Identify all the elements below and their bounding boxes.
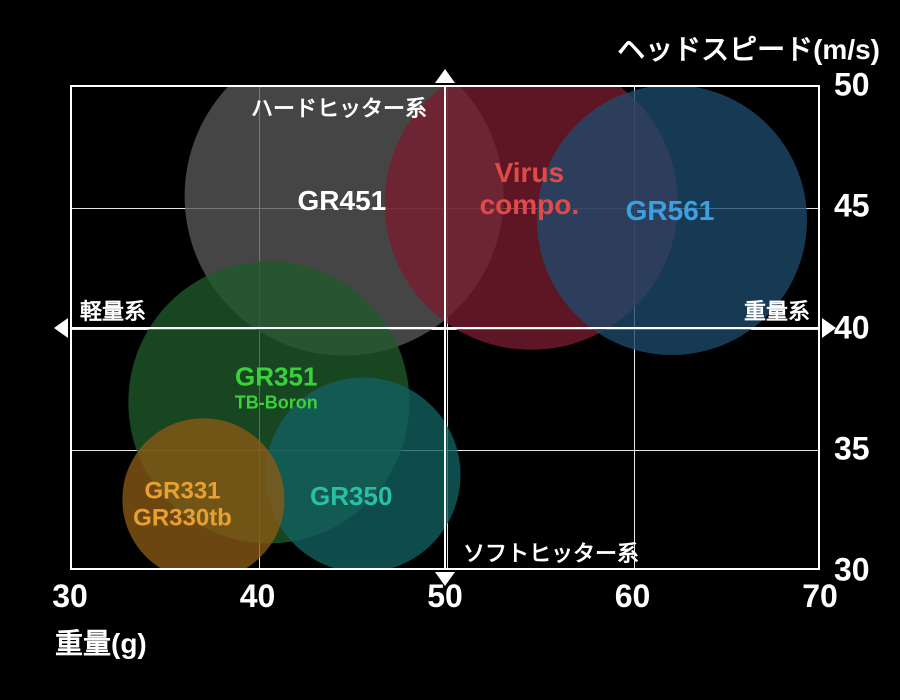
x-tick-label: 60 [615, 578, 651, 615]
bubble-label-sub: TB-Boron [235, 393, 318, 414]
bubble-label-main: GR561 [626, 195, 715, 227]
bubble-label-gr561: GR561 [626, 195, 715, 227]
quadrant-label-bottom: ソフトヒッター系 [463, 536, 639, 568]
y-axis-title: ヘッドスピード(m/s) [617, 28, 880, 68]
bubble-label-main: Virus [480, 157, 580, 189]
y-tick-label: 35 [834, 430, 870, 467]
chart-stage: ヘッドスピード(m/s) 重量(g) ハードヒッター系ソフトヒッター系 軽量系 重量… [0, 0, 900, 700]
arrow-up-icon [435, 69, 455, 83]
y-tick-label: 50 [834, 67, 870, 104]
arrow-left-icon [54, 318, 68, 338]
x-tick-label: 40 [240, 578, 276, 615]
quadrant-label-left: 軽量系 [80, 294, 146, 326]
y-tick-label: 40 [834, 309, 870, 346]
bubble-label-gr351: GR351TB-Boron [235, 363, 318, 414]
bubble-label-virus: Viruscompo. [480, 157, 580, 221]
y-tick-label: 45 [834, 188, 870, 225]
quadrant-label-right: 重量系 [744, 294, 810, 326]
bubble-label-gr331: GR331GR330tb [133, 477, 232, 532]
x-axis-title: 重量(g) [55, 622, 147, 662]
bubble-label-gr451: GR451 [298, 185, 387, 217]
x-tick-label: 70 [802, 578, 838, 615]
center-axis-horizontal [70, 327, 820, 329]
bubble-label-main: GR331 [133, 477, 232, 505]
x-tick-label: 30 [52, 578, 88, 615]
bubble-label-main: GR351 [235, 363, 318, 393]
bubble-label-main: GR451 [298, 185, 387, 217]
bubble-label-sub: compo. [480, 189, 580, 221]
bubble-label-gr350: GR350 [310, 482, 392, 512]
quadrant-label-top: ハードヒッター系 [251, 91, 427, 123]
bubble-label-sub: GR330tb [133, 505, 232, 533]
x-tick-label: 50 [427, 578, 463, 615]
bubble-label-main: GR350 [310, 482, 392, 512]
y-tick-label: 30 [834, 552, 870, 589]
